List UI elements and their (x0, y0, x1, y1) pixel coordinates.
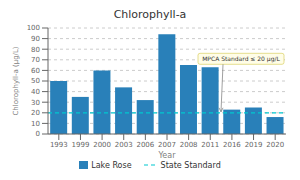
svg-text:100: 100 (27, 24, 40, 32)
html-text:State Standard: State Standard (160, 160, 221, 170)
svg-text:80: 80 (31, 46, 40, 54)
html-text:Lake Rose: Lake Rose (91, 160, 132, 170)
svg-text:MPCA Standard ≤ 20 µg/L: MPCA Standard ≤ 20 µg/L (202, 55, 280, 63)
svg-text:0: 0 (36, 130, 40, 138)
svg-text:Year: Year (158, 151, 177, 158)
svg-text:10: 10 (31, 120, 40, 128)
svg-text:2019: 2019 (245, 141, 263, 149)
svg-text:2006: 2006 (136, 141, 154, 149)
svg-text:2003: 2003 (115, 141, 133, 149)
svg-text:60: 60 (31, 67, 40, 75)
svg-text:2016: 2016 (223, 141, 241, 149)
svg-text:Chlorophyll-a (µg/L): Chlorophyll-a (µg/L) (12, 46, 20, 115)
svg-text:50: 50 (31, 77, 40, 85)
svg-text:90: 90 (31, 35, 40, 43)
svg-text:2007: 2007 (158, 141, 176, 149)
svg-text:30: 30 (31, 99, 40, 107)
html-text:Chlorophyll-a: Chlorophyll-a (113, 8, 187, 21)
svg-text:20: 20 (31, 109, 40, 117)
svg-text:40: 40 (31, 88, 40, 96)
svg-text:70: 70 (31, 56, 40, 64)
svg-text:2011: 2011 (201, 141, 219, 149)
svg-text:1993: 1993 (50, 141, 68, 149)
svg-text:2008: 2008 (180, 141, 198, 149)
svg-text:2000: 2000 (93, 141, 111, 149)
svg-text:2020: 2020 (266, 141, 284, 149)
svg-text:1999: 1999 (72, 141, 90, 149)
